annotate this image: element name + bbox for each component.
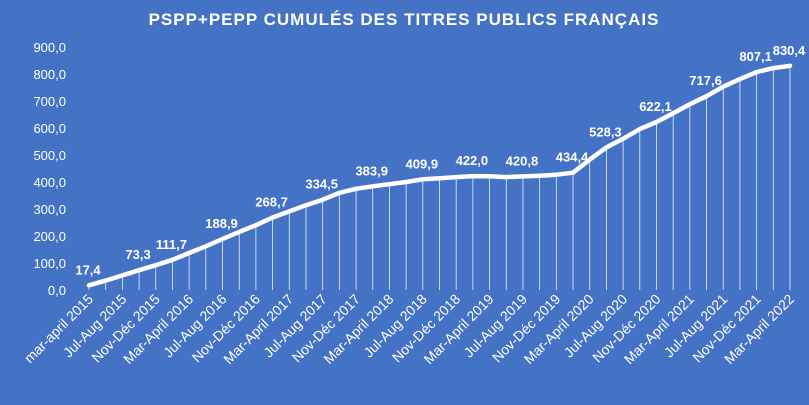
data-label: 111,7: [156, 237, 187, 252]
drop-lines: [88, 65, 791, 290]
data-label: 334,5: [305, 177, 338, 192]
data-label: 807,1: [739, 49, 772, 64]
chart-title: PSPP+PEPP CUMULÉS DES TITRES PUBLICS FRA…: [149, 10, 660, 29]
data-label: 188,9: [205, 216, 238, 231]
data-label: 268,7: [255, 194, 288, 209]
y-tick-label: 400,0: [33, 175, 66, 190]
y-tick-label: 100,0: [33, 256, 66, 271]
y-tick-label: 800,0: [33, 67, 66, 82]
data-label: 73,3: [125, 247, 150, 262]
data-label: 830,4: [773, 43, 806, 58]
y-tick-label: 300,0: [33, 202, 66, 217]
data-label: 622,1: [639, 99, 672, 114]
data-label: 383,9: [355, 163, 388, 178]
data-labels: 17,4 73,3 111,7 188,9 268,7 334,5 383,9 409,9 42…: [75, 43, 806, 278]
data-label: 17,4: [75, 262, 101, 277]
y-tick-label: 500,0: [33, 148, 66, 163]
series-line: [86, 63, 793, 288]
data-label: 422,0: [456, 153, 489, 168]
y-tick-label: 600,0: [33, 121, 66, 136]
y-tick-label: 900,0: [33, 40, 66, 55]
data-label: 528,3: [589, 124, 622, 139]
data-label: 409,9: [406, 156, 439, 171]
data-label: 717,6: [689, 73, 722, 88]
y-axis: 0,0 100,0 200,0 300,0 400,0 500,0 600,0 700,0 80…: [33, 40, 66, 298]
y-tick-label: 0,0: [48, 283, 66, 298]
y-tick-label: 700,0: [33, 94, 66, 109]
y-tick-label: 200,0: [33, 229, 66, 244]
data-label: 420,8: [506, 153, 539, 168]
data-label: 434,4: [556, 150, 589, 165]
